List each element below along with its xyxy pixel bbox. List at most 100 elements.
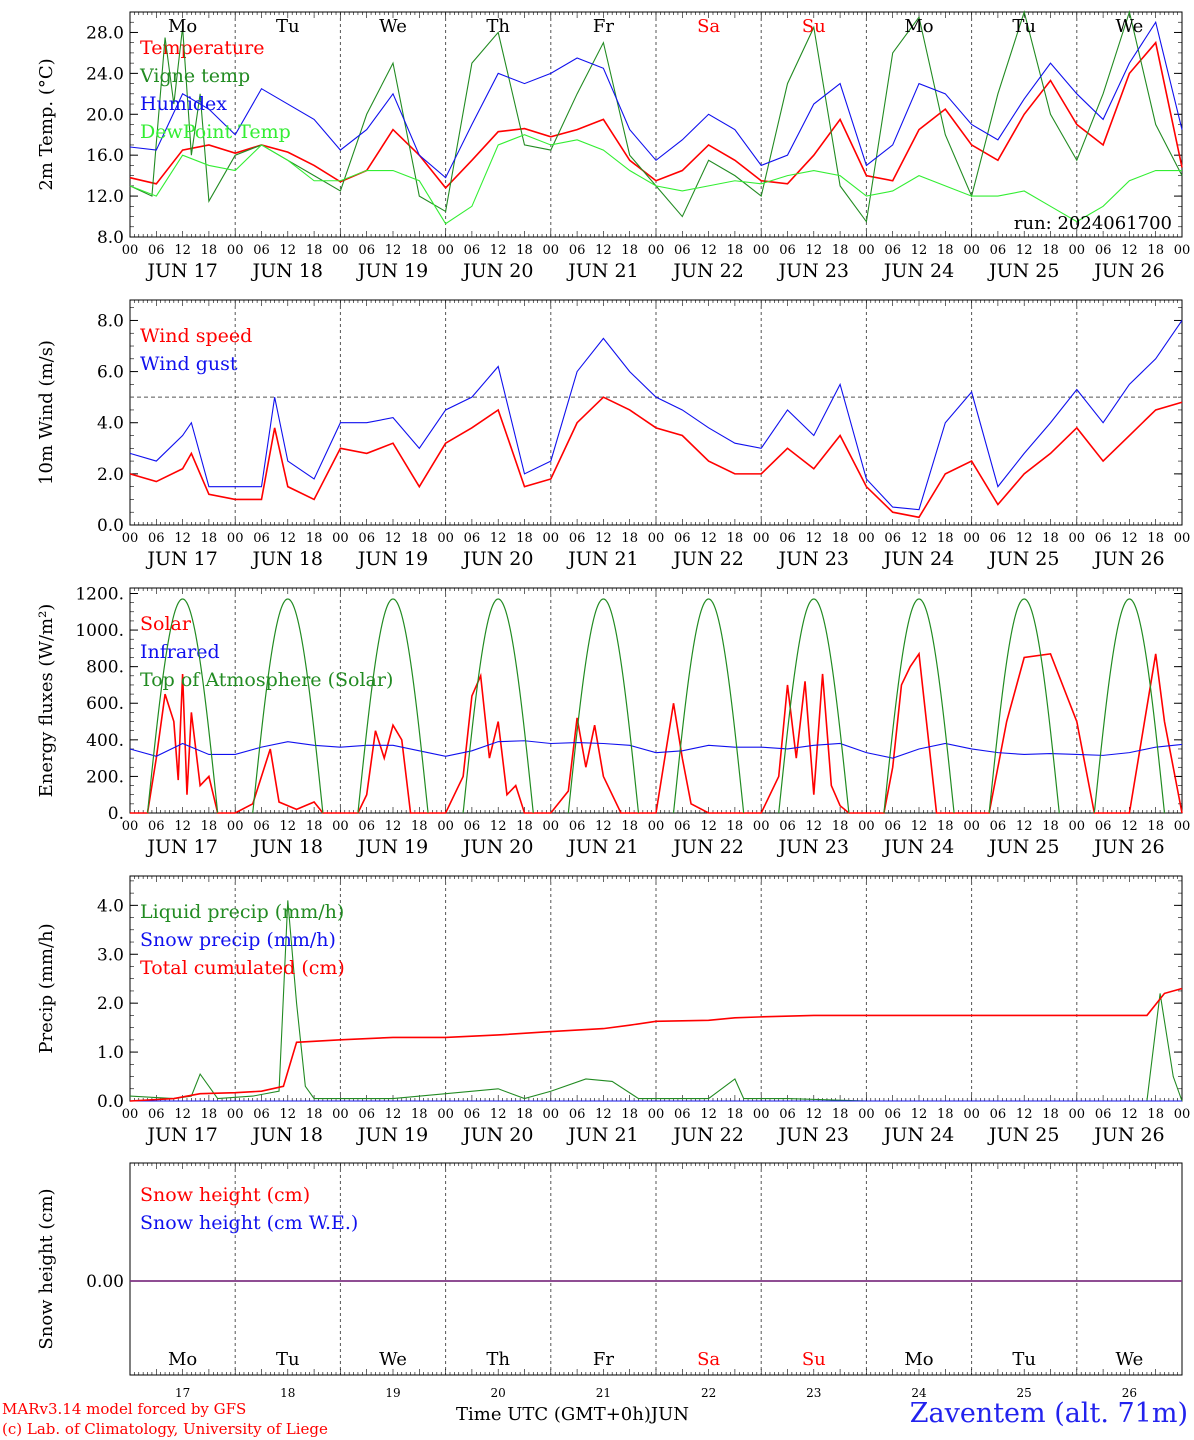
hour-tick-label: 12 [700, 531, 717, 546]
day-name: Mo [168, 1349, 197, 1370]
hour-tick-label: 06 [884, 531, 901, 546]
day-number: 26 [1122, 1386, 1137, 1400]
hour-tick-label: 00 [437, 1107, 454, 1122]
date-label: JUN 26 [1092, 548, 1164, 570]
legend-entry: Snow precip (mm/h) [140, 929, 336, 951]
hour-tick-label: 06 [674, 243, 691, 258]
hour-tick-label: 00 [437, 243, 454, 258]
hour-tick-label: 12 [280, 531, 297, 546]
hour-tick-label: 06 [569, 243, 586, 258]
y-axis-label: Energy fluxes (W/m²) [36, 604, 57, 798]
hour-tick-label: 18 [516, 1107, 533, 1122]
hour-tick-label: 12 [1016, 819, 1033, 834]
day-name: We [1116, 1349, 1144, 1370]
day-number: 24 [911, 1386, 927, 1400]
y-tick-label: 2.0 [97, 465, 124, 485]
hour-tick-label: 00 [858, 243, 875, 258]
hour-tick-label: 12 [911, 819, 928, 834]
hour-tick-label: 18 [1147, 819, 1164, 834]
hour-tick-label: 18 [1042, 1107, 1059, 1122]
hour-tick-label: 06 [464, 531, 481, 546]
day-name: Mo [904, 16, 933, 37]
hour-tick-label: 06 [779, 243, 796, 258]
hour-tick-label: 06 [990, 531, 1007, 546]
date-label: JUN 23 [777, 836, 849, 858]
date-label: JUN 21 [566, 548, 638, 570]
hour-tick-label: 06 [358, 819, 375, 834]
hour-tick-label: 00 [648, 531, 665, 546]
hour-tick-label: 12 [280, 1107, 297, 1122]
hour-tick-label: 12 [1016, 243, 1033, 258]
date-label: JUN 17 [145, 260, 217, 282]
legend-entry: Liquid precip (mm/h) [140, 901, 344, 923]
hour-tick-label: 18 [621, 1107, 638, 1122]
hour-tick-label: 18 [411, 1107, 428, 1122]
hour-tick-label: 00 [543, 531, 560, 546]
hour-tick-label: 06 [990, 243, 1007, 258]
y-tick-label: 4.0 [97, 414, 124, 434]
y-tick-label: 0. [108, 804, 124, 824]
day-number: 21 [596, 1386, 611, 1400]
hour-tick-label: 12 [700, 819, 717, 834]
series-line [988, 598, 1060, 814]
series-line [146, 598, 219, 814]
date-label: JUN 22 [671, 836, 743, 858]
hour-tick-label: 18 [411, 531, 428, 546]
hour-tick-label: 18 [621, 819, 638, 834]
hour-tick-label: 18 [832, 819, 849, 834]
hour-tick-label: 06 [569, 531, 586, 546]
hour-tick-label: 18 [306, 243, 323, 258]
hour-tick-label: 12 [1121, 1107, 1138, 1122]
y-tick-label: 8.0 [97, 311, 124, 331]
time-axis-title: Time UTC (GMT+0h)JUN [456, 1404, 689, 1425]
hour-tick-label: 06 [148, 819, 165, 834]
hour-tick-label: 06 [464, 1107, 481, 1122]
legend-entry: Solar [140, 613, 192, 635]
hour-tick-label: 18 [516, 531, 533, 546]
hour-tick-label: 18 [516, 243, 533, 258]
day-name: Mo [168, 16, 197, 37]
hour-tick-label: 00 [753, 531, 770, 546]
hour-tick-label: 00 [332, 243, 349, 258]
hour-tick-label: 12 [1121, 819, 1138, 834]
series-line [672, 598, 745, 814]
hour-tick-label: 12 [911, 243, 928, 258]
hour-tick-label: 06 [464, 819, 481, 834]
model-credit: MARv3.14 model forced by GFS [2, 1400, 247, 1418]
series-line [462, 598, 534, 814]
hour-tick-label: 18 [621, 243, 638, 258]
date-label: JUN 20 [461, 1124, 533, 1146]
hour-tick-label: 06 [1095, 819, 1112, 834]
hour-tick-label: 18 [306, 1107, 323, 1122]
hour-tick-label: 00 [122, 243, 139, 258]
day-name: Sa [697, 1349, 720, 1370]
y-axis-label: 10m Wind (m/s) [36, 340, 57, 485]
legend-entry: Snow height (cm) [140, 1184, 310, 1206]
date-label: JUN 25 [987, 1124, 1059, 1146]
panel-4: 0.0 1.0 2.0 3.0 4.0 Precip (mm/h) Liquid preci… [36, 875, 1190, 1146]
hour-tick-label: 18 [201, 1107, 218, 1122]
hour-tick-label: 12 [490, 819, 507, 834]
series-line [567, 598, 640, 814]
hour-tick-label: 06 [148, 531, 165, 546]
hour-tick-label: 06 [358, 1107, 375, 1122]
day-number: 25 [1017, 1386, 1032, 1400]
hour-tick-label: 12 [174, 243, 191, 258]
date-label: JUN 18 [251, 836, 323, 858]
hour-tick-label: 18 [1042, 819, 1059, 834]
y-tick-label: 0.00 [86, 1272, 124, 1292]
hour-tick-label: 00 [227, 819, 244, 834]
hour-tick-label: 00 [227, 1107, 244, 1122]
date-label: JUN 24 [882, 836, 954, 858]
y-tick-label: 2.0 [97, 994, 124, 1014]
date-label: JUN 23 [777, 260, 849, 282]
hour-tick-label: 00 [1069, 243, 1086, 258]
legend-entry: Infrared [140, 641, 220, 663]
series-line [778, 598, 850, 814]
hour-tick-label: 12 [595, 243, 612, 258]
hour-tick-label: 06 [148, 1107, 165, 1122]
series-line [129, 396, 1183, 519]
date-label: JUN 26 [1092, 836, 1164, 858]
time-label: Time UTC (GMT+0h) [456, 1404, 651, 1425]
hour-tick-label: 18 [411, 243, 428, 258]
